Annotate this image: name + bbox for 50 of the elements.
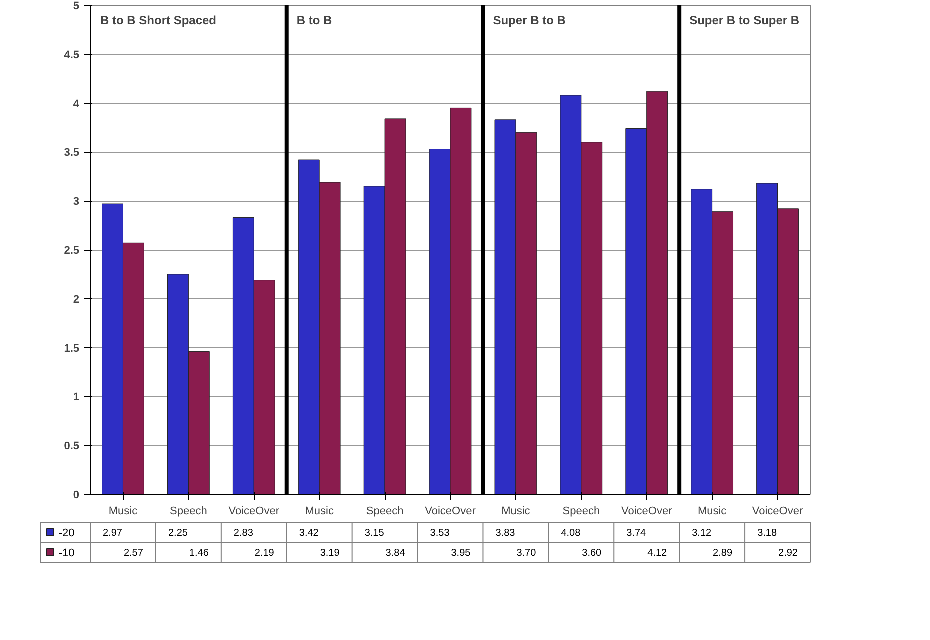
data-label: 3.15 [364, 528, 385, 539]
data-label: 2.97 [103, 528, 123, 539]
y-tick-label: 2 [73, 294, 80, 306]
data-label: 3.74 [626, 528, 647, 539]
y-tick-label: 0 [73, 490, 80, 502]
x-tick-label: Speech [366, 506, 404, 518]
data-label: 3.19 [320, 548, 340, 559]
y-tick-label: 4 [73, 98, 80, 110]
x-tick-label: VoiceOver [425, 506, 476, 518]
y-tick-label: 0.5 [64, 440, 80, 453]
data-label: 3.83 [496, 528, 516, 539]
x-tick-label: VoiceOver [621, 506, 673, 518]
annotation: Super B to B [493, 14, 566, 28]
data-label: 3.12 [692, 528, 712, 539]
data-label: 2.83 [234, 528, 254, 539]
data-label: 3.42 [299, 528, 320, 539]
data-label: 4.08 [561, 528, 582, 539]
x-tick-label: Music [108, 506, 138, 518]
data-label: 2.89 [713, 548, 733, 559]
x-tick-label: VoiceOver [228, 506, 280, 518]
y-tick-label: 1 [73, 392, 80, 404]
x-tick-label: Speech [562, 506, 600, 518]
data-label: 2.19 [254, 548, 275, 559]
data-label: 3.18 [758, 528, 778, 539]
y-tick-label: 4.5 [64, 49, 80, 62]
legend-label: -10 [58, 548, 75, 560]
y-tick-label: 3.5 [64, 147, 80, 160]
data-label: 3.70 [516, 548, 537, 559]
x-tick-label: Speech [170, 506, 208, 518]
x-tick-label: Music [502, 506, 531, 518]
legend-label: -20 [58, 528, 75, 540]
y-tick-label: 5 [73, 0, 80, 12]
y-tick-label: 2.5 [64, 245, 80, 257]
data-label: 2.92 [778, 548, 798, 559]
data-label: 2.25 [168, 528, 188, 539]
x-tick-label: VoiceOver [752, 506, 804, 518]
data-label: 2.57 [124, 548, 144, 559]
data-label: 4.12 [648, 548, 668, 559]
x-tick-label: Music [305, 506, 334, 518]
y-tick-label: 3 [73, 196, 80, 208]
data-label: 3.60 [582, 548, 602, 559]
annotation: B to B Short Spaced [100, 14, 217, 28]
x-tick-label: Music [698, 506, 728, 518]
annotation: Super B to Super B [690, 14, 800, 28]
data-label: 3.53 [430, 528, 450, 539]
y-tick-label: 1.5 [64, 342, 80, 355]
annotation: B to B [296, 14, 333, 28]
data-label: 3.84 [386, 548, 406, 559]
data-label: 3.95 [451, 548, 472, 559]
data-label: 1.46 [189, 548, 210, 559]
